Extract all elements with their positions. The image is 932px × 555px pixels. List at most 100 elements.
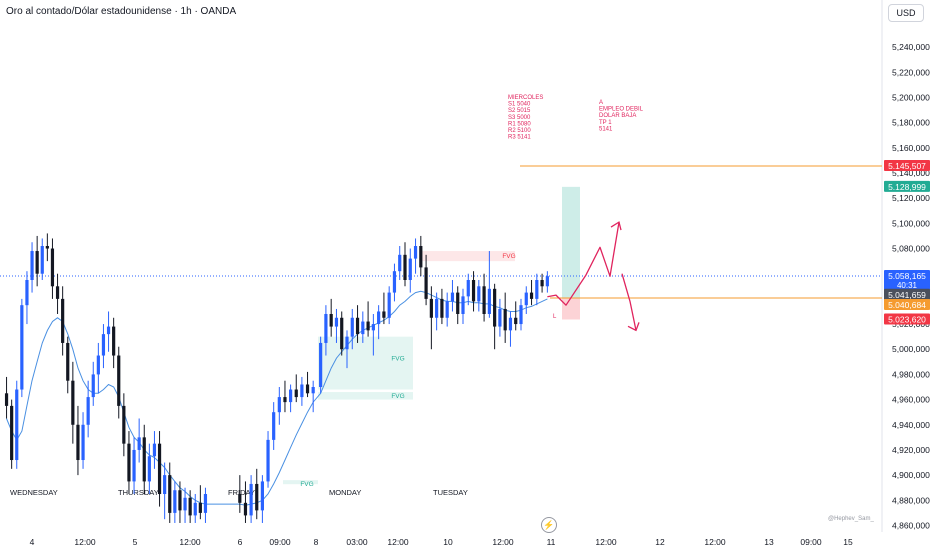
candle-body [243, 502, 248, 516]
candle-body [392, 271, 397, 293]
candle-body [178, 490, 182, 511]
day-label: MONDAY [329, 488, 361, 497]
candle-body [540, 280, 544, 287]
candle-body [117, 355, 121, 406]
candle-body [122, 405, 126, 444]
y-tick-label: 5,180,000 [892, 118, 930, 128]
fvg-zone [318, 336, 413, 390]
candle-body [403, 254, 407, 280]
candle-body [345, 336, 349, 350]
candle-body [71, 380, 75, 425]
candle-body [96, 355, 100, 375]
x-tick-label: 12 [655, 537, 665, 547]
candle-body [188, 497, 192, 516]
y-tick-label: 5,200,000 [892, 92, 930, 102]
price-label-bg [884, 313, 930, 325]
fvg-label: FVG [502, 253, 515, 260]
annotation-text: MIERCOLES [508, 95, 543, 101]
candle-body [183, 497, 187, 511]
candle-body [408, 258, 412, 280]
y-tick-label: 5,080,000 [892, 244, 930, 254]
y-tick-label: 5,220,000 [892, 67, 930, 77]
countdown-text: 40:31 [897, 281, 918, 290]
candle-body [142, 437, 146, 482]
annotation-text: A [599, 100, 603, 106]
x-tick-label: 10 [443, 537, 453, 547]
candle-body [238, 494, 242, 503]
candle-body [277, 397, 281, 413]
annotation-text: L [553, 314, 557, 320]
candle-body [106, 326, 111, 335]
y-tick-label: 4,860,000 [892, 520, 930, 530]
candle-body [203, 494, 208, 513]
x-tick-label: 12:00 [74, 537, 96, 547]
x-tick-label: 13 [764, 537, 774, 547]
annotation-text: TP 1 [599, 120, 612, 126]
price-label-bg [884, 288, 930, 300]
projection-up-path [547, 221, 620, 306]
candle-body [350, 317, 354, 337]
candle-body [324, 313, 328, 343]
candle-body [272, 412, 276, 440]
price-label-text: 5.145,507 [888, 161, 926, 171]
candle-body [319, 342, 323, 388]
candle-body [545, 276, 549, 287]
fvg-zone [420, 251, 515, 262]
candle-body [429, 298, 433, 318]
candle-body [147, 456, 151, 482]
y-tick-label: 5,100,000 [892, 218, 930, 228]
y-tick-label: 5,240,000 [892, 42, 930, 52]
candle-body [81, 424, 85, 461]
price-label: 5.128,999 [884, 180, 930, 192]
fvg-zone [283, 480, 318, 485]
annotation-text: S2 5015 [508, 108, 531, 114]
candle-body [249, 483, 253, 516]
x-tick-label: 12:00 [704, 537, 726, 547]
candle-body [435, 298, 439, 318]
candle-body [471, 280, 476, 302]
candle-body [361, 321, 365, 335]
candle-body [461, 296, 465, 314]
candle-body [260, 481, 264, 511]
fvg-label: FVG [391, 356, 404, 363]
fvg-zone [318, 392, 413, 400]
y-tick-label: 4,880,000 [892, 495, 930, 505]
candle-body [61, 298, 65, 343]
candle-body [424, 267, 428, 299]
x-tick-label: 12:00 [492, 537, 514, 547]
arrow-down-icon [627, 322, 640, 332]
symbol-title: Oro al contado/Dólar estadounidense · 1h… [6, 6, 237, 17]
y-tick-label: 5,000,000 [892, 344, 930, 354]
price-label-text: 5.058,165 [888, 271, 926, 281]
y-tick-label: 4,940,000 [892, 420, 930, 430]
candle-body [366, 321, 370, 331]
candle-body [529, 292, 534, 299]
y-tick-label: 5,120,000 [892, 193, 930, 203]
y-tick-label: 4,900,000 [892, 470, 930, 480]
x-tick-label: 5 [133, 537, 138, 547]
candle-body [163, 475, 167, 495]
fvg-label: FVG [391, 393, 404, 400]
x-tick-label: 03:00 [346, 537, 368, 547]
annotation-text: S1 5040 [508, 102, 531, 108]
candle-body [305, 384, 310, 394]
candle-body [35, 251, 39, 274]
day-label: THURSDAY [118, 488, 159, 497]
candle-body [503, 308, 507, 331]
candle-body [300, 384, 304, 398]
price-label-bg [884, 299, 930, 311]
candle-body [355, 317, 360, 335]
candle-body [514, 317, 518, 325]
currency-button[interactable]: USD [888, 4, 924, 22]
candle-body [445, 301, 449, 318]
candle-body [25, 280, 29, 306]
lightning-icon[interactable]: ⚡ [541, 517, 557, 533]
candle-body [91, 374, 95, 398]
candle-body [294, 389, 298, 398]
candle-body [50, 248, 55, 287]
author-watermark: @Hephev_Sam_ [828, 516, 874, 522]
candle-body [173, 490, 177, 513]
x-tick-label: 09:00 [800, 537, 822, 547]
